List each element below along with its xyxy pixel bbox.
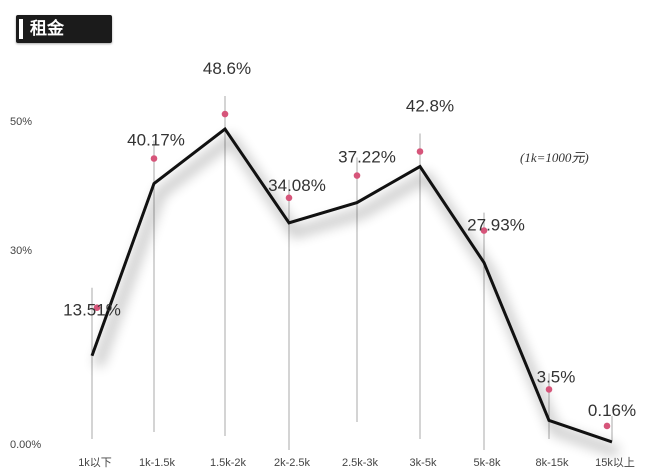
y-tick-label: 30% [10, 245, 32, 257]
x-tick-label: 1k以下 [78, 457, 112, 469]
x-axis-ticks: 1k以下 1k-1.5k 1.5k-2k 2k-2.5k 2.5k-3k 3k-5k 5k-… [78, 456, 635, 469]
data-label: 48.6% [203, 59, 251, 78]
data-point-marker [93, 304, 101, 312]
markers-layer [93, 110, 611, 430]
x-tick-label: 3k-5k [410, 457, 437, 469]
data-point-marker [603, 422, 611, 430]
data-label: 34.08% [268, 176, 326, 195]
chart-title-badge: 租金 [16, 15, 112, 43]
x-tick-label: 15k以上 [595, 456, 635, 469]
data-label: 27.93% [467, 216, 525, 235]
line-layer [90, 126, 613, 444]
data-label: 0.16% [588, 401, 636, 420]
data-point-marker [353, 172, 361, 179]
unit-note: (1k=1000元) [520, 150, 589, 165]
value-labels-layer: 13.51% 40.17% 48.6% 34.08% 37.22% 42.8% 27.93%… [63, 59, 636, 420]
data-point-marker [416, 148, 424, 155]
series-line [90, 126, 613, 444]
data-point-marker [285, 194, 293, 202]
y-axis-ticks: 0.00% 30% 50% [10, 116, 41, 451]
x-tick-label: 2.5k-3k [342, 457, 379, 469]
x-tick-label: 8k-15k [535, 457, 569, 469]
x-tick-label: 5k-8k [474, 457, 501, 469]
chart-title: 租金 [30, 19, 64, 38]
line-shadow-layer [93, 134, 620, 457]
x-tick-label: 1.5k-2k [210, 457, 247, 469]
data-point-marker [545, 386, 553, 393]
data-point-marker [150, 155, 158, 162]
data-point-marker [480, 227, 488, 234]
x-tick-label: 2k-2.5k [274, 457, 311, 469]
title-accent-bar [19, 19, 23, 39]
x-tick-label: 1k-1.5k [139, 457, 176, 469]
y-tick-label: 50% [10, 116, 32, 128]
data-label: 37.22% [338, 148, 396, 167]
data-point-marker [221, 110, 229, 118]
series-line-shadow [93, 134, 620, 457]
y-tick-label: 0.00% [10, 439, 41, 451]
data-label: 13.51% [63, 301, 121, 320]
data-label: 42.8% [406, 97, 454, 116]
data-label: 40.17% [127, 131, 185, 150]
data-label: 3.5% [537, 367, 576, 386]
